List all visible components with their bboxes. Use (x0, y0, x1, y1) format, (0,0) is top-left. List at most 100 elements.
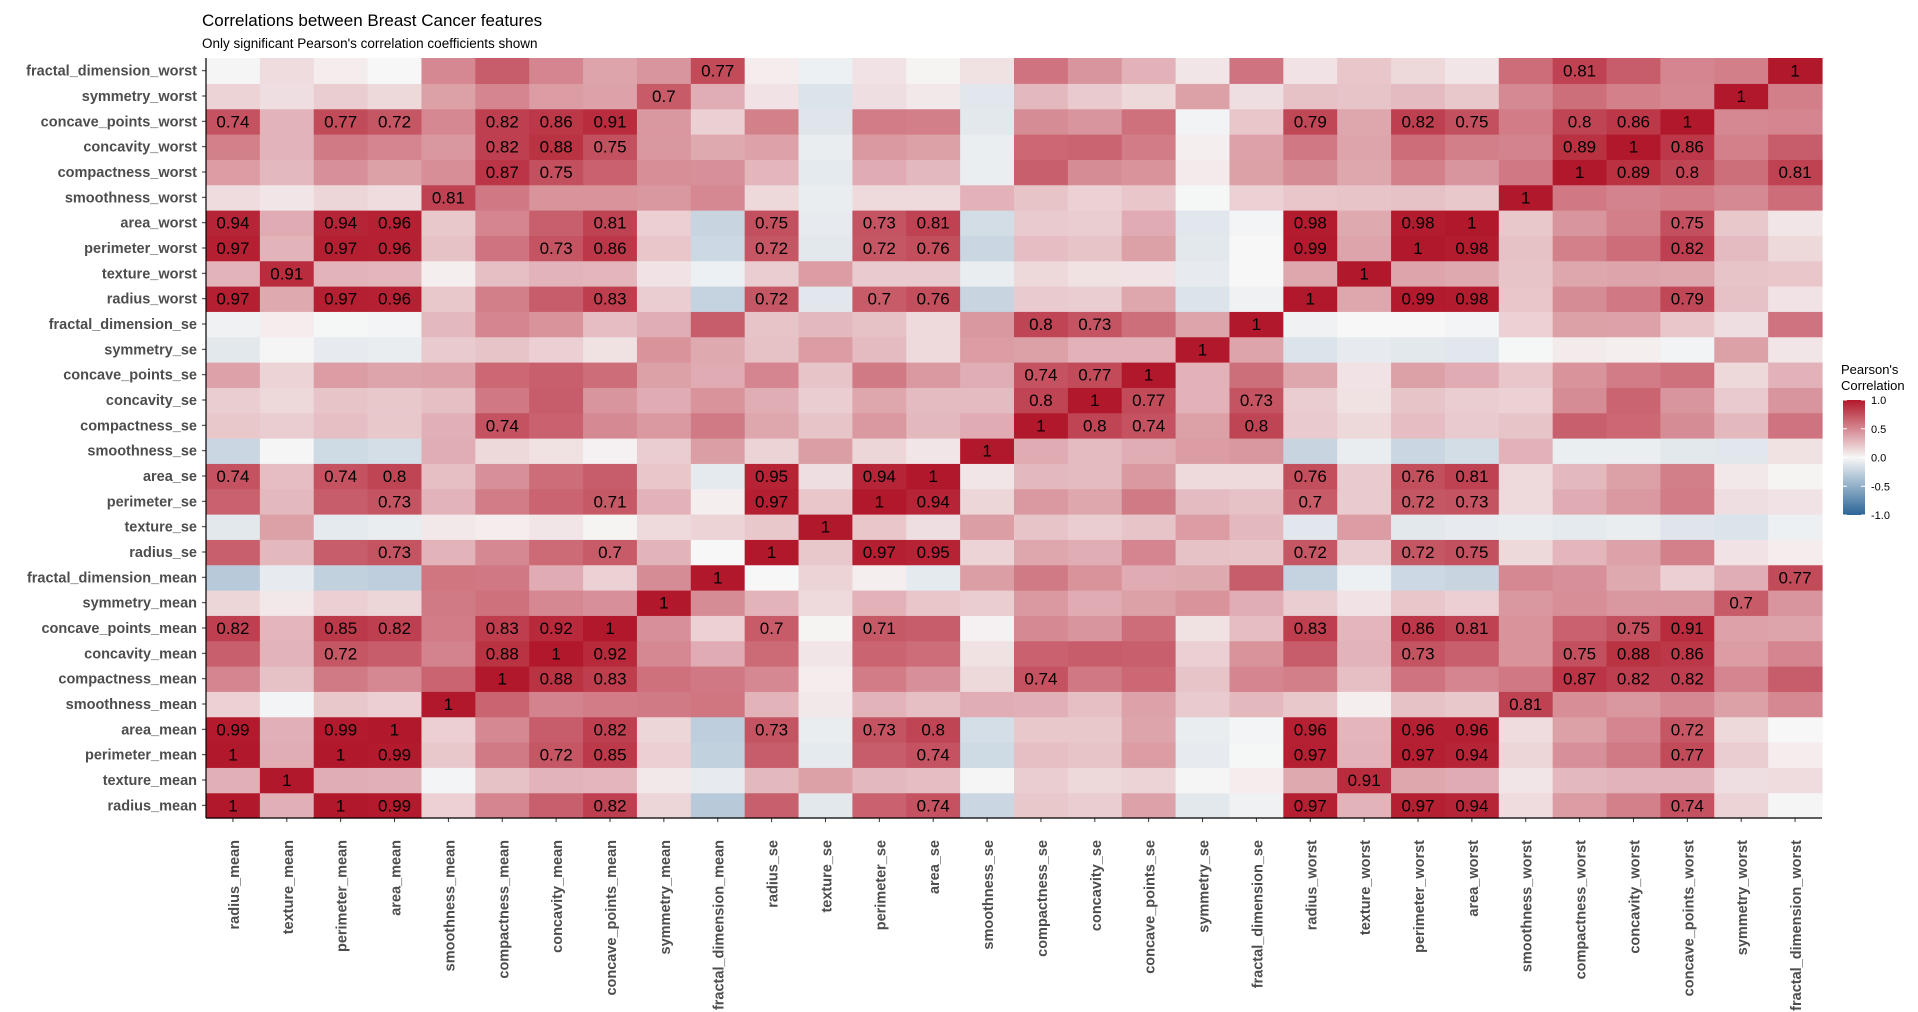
heatmap-cell (744, 564, 800, 591)
heatmap-cell (259, 590, 315, 616)
cell-value-label: 0.71 (863, 619, 896, 638)
cell-value-label: 0.81 (1455, 467, 1488, 486)
cell-value-label: 0.73 (863, 214, 896, 233)
cell-value-label: 0.99 (324, 720, 357, 739)
heatmap-cell (529, 134, 584, 160)
heatmap-cell (1391, 514, 1446, 540)
heatmap-cell (960, 286, 1015, 312)
heatmap-cell (798, 792, 853, 819)
heatmap-cell (1768, 260, 1823, 287)
x-tick-label: concave_points_worst (1681, 840, 1697, 996)
cell-value-label: 0.7 (1298, 492, 1322, 511)
heatmap-cell (313, 691, 369, 718)
cell-value-label: 1 (713, 568, 722, 587)
heatmap-cell (583, 564, 638, 591)
x-tick-label: texture_se (819, 840, 835, 913)
heatmap-cell (1552, 311, 1608, 338)
heatmap-cell (960, 615, 1015, 642)
cell-value-label: 1 (551, 644, 560, 663)
heatmap-cell (475, 539, 530, 566)
cell-value-label: 0.77 (701, 62, 734, 81)
heatmap-cell (1391, 336, 1446, 363)
cell-value-label: 0.99 (1401, 290, 1434, 309)
heatmap-cell (1714, 514, 1769, 540)
heatmap-cell (1337, 463, 1392, 490)
heatmap-cell (744, 412, 800, 439)
y-tick-label: compactness_worst (58, 165, 198, 181)
heatmap-cell (798, 514, 853, 540)
cell-value-label: 1 (444, 695, 453, 714)
heatmap-cell (1229, 159, 1284, 186)
heatmap-cell (1229, 58, 1284, 84)
heatmap-cell (1067, 615, 1123, 642)
heatmap-cell (206, 742, 261, 768)
y-tick-label: radius_se (129, 545, 197, 561)
heatmap-cell (798, 564, 853, 591)
heatmap-cell (1552, 286, 1608, 312)
heatmap-cell (475, 210, 530, 236)
x-tick-label: radius_se (766, 840, 782, 908)
cell-value-label: 0.86 (1617, 112, 1650, 131)
heatmap-cell (636, 286, 692, 312)
heatmap-cell (1498, 58, 1554, 84)
heatmap-cell (1229, 488, 1284, 515)
heatmap-cell (1229, 235, 1284, 262)
cell-value-label: 0.82 (1671, 670, 1704, 689)
heatmap-cell (367, 539, 423, 566)
heatmap-cell (1660, 134, 1715, 160)
heatmap-cell (313, 311, 369, 338)
x-tick-label: concavity_worst (1627, 840, 1643, 954)
heatmap-cell (1714, 336, 1769, 363)
heatmap-cell (636, 716, 692, 743)
heatmap-cell (906, 514, 961, 540)
y-tick-label: perimeter_worst (84, 241, 197, 257)
heatmap-cell (1444, 311, 1500, 338)
heatmap-cell (744, 691, 800, 718)
heatmap-cell (1444, 640, 1500, 667)
heatmap-cell (960, 210, 1015, 236)
heatmap-cell (906, 666, 961, 692)
heatmap-cell (1714, 159, 1769, 186)
heatmap-cell (960, 336, 1015, 363)
heatmap-cell (690, 615, 746, 642)
heatmap-cell (1283, 539, 1338, 566)
cell-value-label: 0.72 (540, 746, 573, 765)
heatmap-cell (798, 742, 853, 768)
heatmap-cell (1229, 134, 1284, 160)
y-tick-label: concave_points_se (63, 368, 197, 384)
heatmap-cell (1552, 716, 1608, 743)
x-tick-label: area_se (927, 840, 943, 894)
cell-value-label: 0.74 (1024, 670, 1057, 689)
heatmap-cell (636, 336, 692, 363)
heatmap-cell (690, 134, 746, 160)
heatmap-cell (1014, 184, 1069, 211)
heatmap-cell (1498, 311, 1554, 338)
heatmap-cell (367, 564, 423, 591)
x-tick-label: symmetry_worst (1735, 840, 1751, 955)
cell-value-label: 0.79 (1671, 290, 1704, 309)
heatmap-cell (259, 134, 315, 160)
heatmap-cell (1660, 311, 1715, 338)
heatmap-cell (1444, 792, 1500, 819)
heatmap-cell (583, 590, 638, 616)
cell-value-label: 0.95 (755, 467, 788, 486)
heatmap-cell (960, 83, 1015, 110)
x-tick-label: symmetry_mean (658, 840, 674, 954)
heatmap-cell (960, 792, 1015, 819)
heatmap-cell (1606, 336, 1661, 363)
heatmap-cell (1337, 286, 1392, 312)
x-tick-label: fractal_dimension_se (1250, 840, 1266, 988)
heatmap-cell (475, 590, 530, 616)
heatmap-cell (1121, 412, 1177, 439)
heatmap-cell (960, 767, 1015, 794)
heatmap-cell (1283, 666, 1338, 692)
heatmap-cell (475, 362, 530, 388)
heatmap-cell (1337, 615, 1392, 642)
heatmap-cell (1067, 742, 1123, 768)
heatmap-cell (367, 590, 423, 616)
x-tick-label: texture_mean (281, 840, 297, 934)
heatmap-cell (583, 311, 638, 338)
cell-value-label: 0.8 (1245, 416, 1269, 435)
heatmap-cell (1444, 666, 1500, 692)
heatmap-cell (313, 438, 369, 464)
